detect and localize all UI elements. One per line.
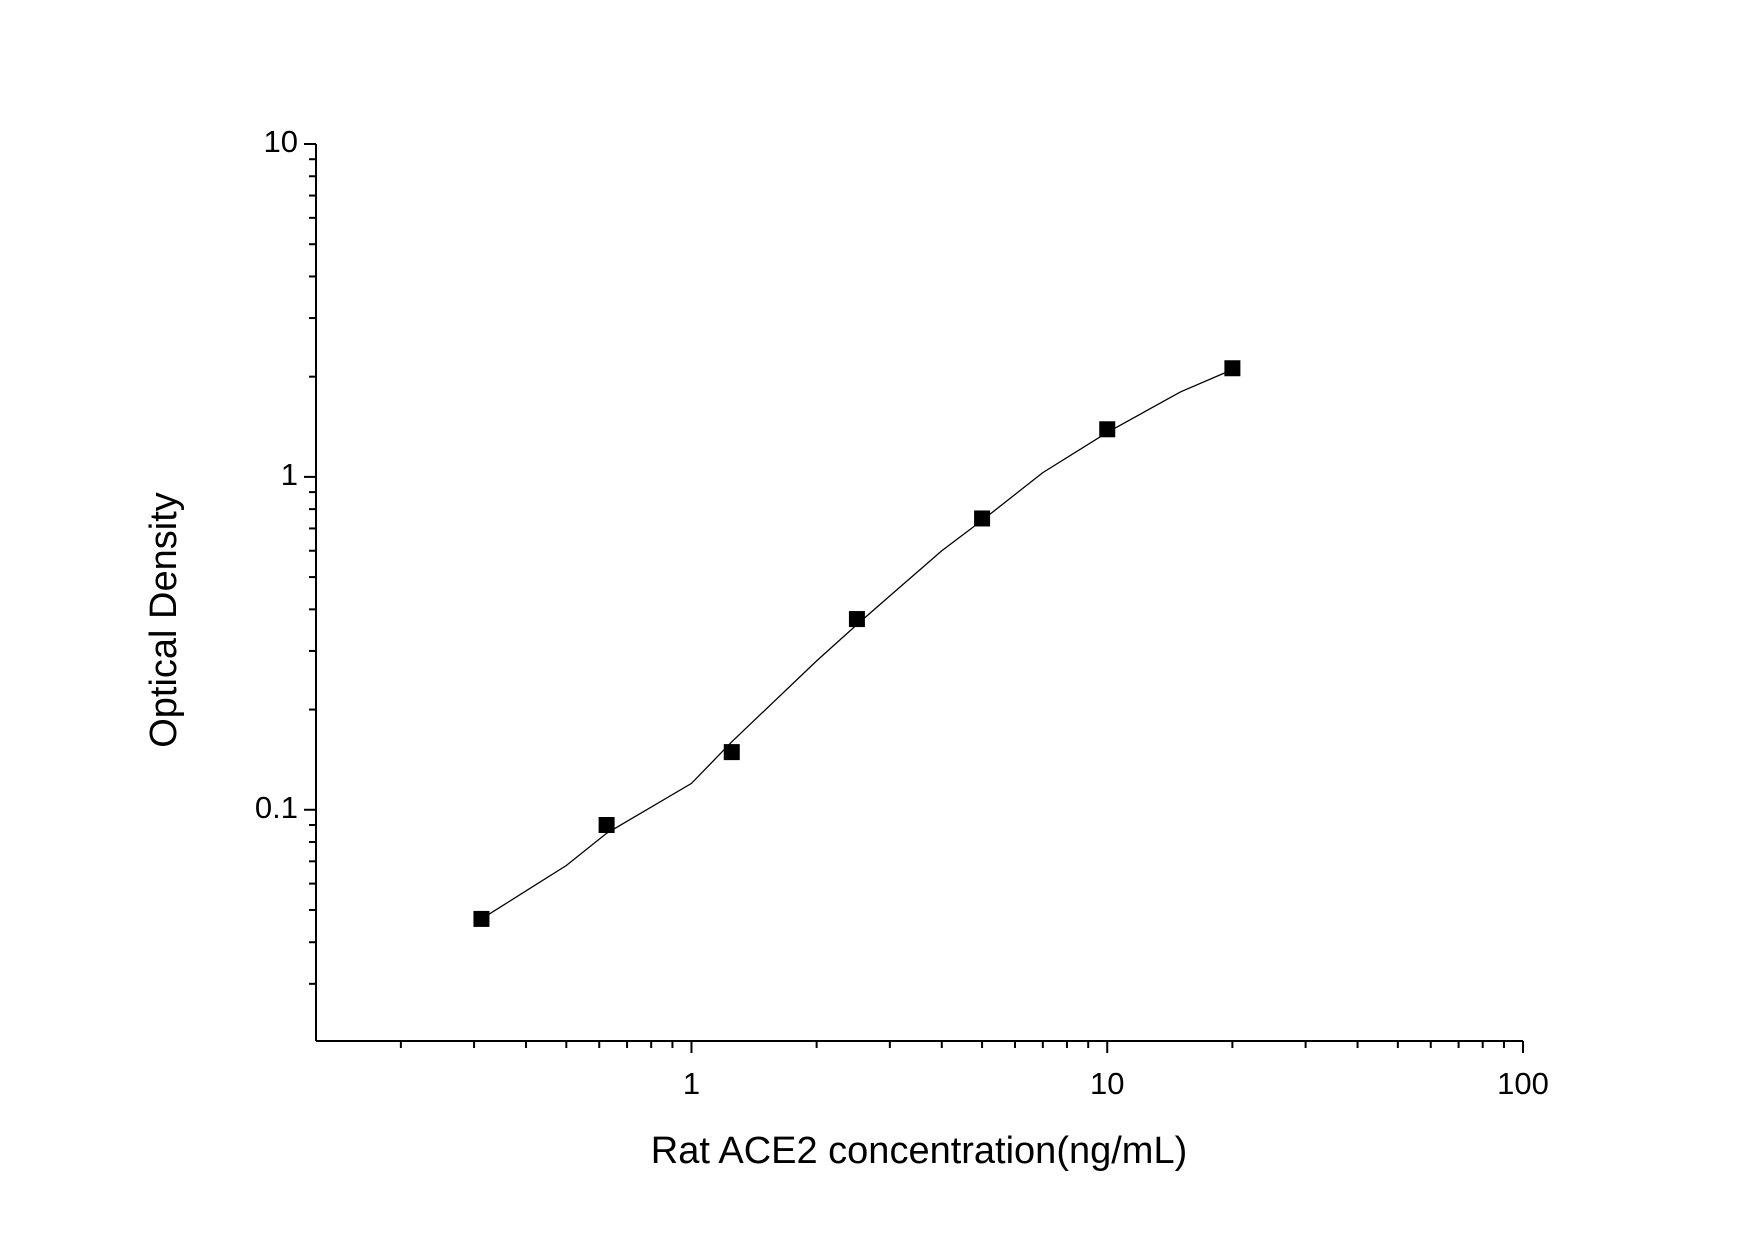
fit-curve <box>481 369 1233 920</box>
y-tick-label: 10 <box>264 124 298 159</box>
data-point <box>1224 360 1241 377</box>
x-tick-label: 100 <box>1497 1066 1549 1101</box>
data-point <box>974 510 991 527</box>
data-point <box>848 611 865 628</box>
y-tick-label: 0.1 <box>255 790 298 825</box>
y-tick-label: 1 <box>281 457 298 492</box>
x-axis-label: Rat ACE2 concentration(ng/mL) <box>651 1130 1188 1172</box>
data-point <box>1099 421 1116 438</box>
data-point <box>473 910 490 927</box>
data-point <box>723 744 740 761</box>
x-tick-label: 1 <box>683 1066 700 1101</box>
x-tick-label: 10 <box>1090 1066 1124 1101</box>
data-point <box>598 816 615 833</box>
y-axis-label: Optical Density <box>143 492 185 748</box>
